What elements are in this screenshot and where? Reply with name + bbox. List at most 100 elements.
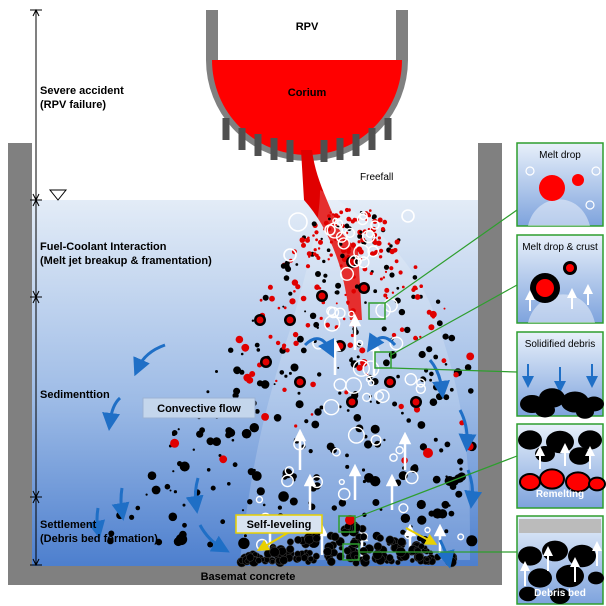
particle: [358, 249, 364, 255]
particle: [448, 334, 456, 342]
particle: [288, 291, 293, 296]
particle: [370, 251, 376, 257]
particle: [429, 371, 434, 377]
particle: [410, 525, 413, 528]
particle: [359, 347, 366, 354]
debris-particle: [269, 558, 276, 565]
particle: [278, 491, 289, 502]
debris-particle: [373, 542, 383, 551]
bubble: [347, 426, 365, 444]
particle: [171, 430, 178, 436]
phase-label-fci: Fuel-Coolant Interaction (Melt jet break…: [40, 241, 212, 267]
leader-lines: [354, 209, 518, 553]
debris-particle: [434, 553, 442, 561]
particle: [262, 503, 266, 507]
particle: [277, 306, 281, 310]
particle: [394, 248, 398, 252]
particle: [179, 461, 190, 472]
particle: [414, 294, 421, 300]
bubble: [338, 478, 345, 486]
particle: [350, 242, 356, 248]
particle: [379, 277, 383, 281]
particle: [328, 217, 331, 221]
particle: [399, 327, 405, 333]
particle: [442, 333, 449, 340]
bubble: [331, 447, 341, 457]
particle: [215, 370, 218, 373]
inset-title: Remelting: [536, 489, 584, 500]
particle: [172, 470, 175, 473]
particle: [327, 214, 331, 218]
particle: [319, 316, 323, 320]
bubble: [335, 231, 348, 243]
bubble: [345, 377, 362, 394]
particle: [412, 285, 418, 291]
particle: [145, 493, 148, 496]
particle: [282, 305, 285, 308]
particle: [273, 383, 276, 386]
particle: [329, 211, 332, 214]
particle: [459, 467, 463, 471]
particle: [346, 216, 352, 222]
particle: [116, 511, 124, 520]
particle: [311, 221, 317, 227]
particle: [241, 428, 252, 439]
debris-particle: [376, 534, 384, 542]
particle: [279, 370, 285, 375]
particle: [457, 458, 464, 465]
particle: [349, 358, 353, 363]
particle: [331, 505, 337, 511]
particle: [383, 438, 386, 442]
particle: [322, 259, 326, 264]
particle: [329, 240, 333, 244]
particle: [444, 441, 451, 448]
particle: [304, 419, 309, 424]
particle: [380, 227, 386, 232]
particle: [382, 219, 388, 225]
particle: [468, 388, 474, 394]
particle: [384, 287, 390, 293]
particle: [342, 317, 346, 321]
bubble: [255, 495, 264, 504]
bubble: [416, 378, 426, 388]
particle: [233, 387, 241, 395]
particle: [344, 207, 350, 213]
particle: [432, 475, 441, 484]
particle: [413, 265, 418, 269]
debris-particle: [286, 538, 294, 546]
particle: [310, 381, 316, 388]
particle: [396, 374, 400, 379]
particle: [294, 424, 298, 428]
particle: [444, 476, 455, 486]
particle: [383, 359, 390, 367]
pool-wall: [8, 143, 502, 585]
particle: [413, 335, 418, 341]
debris-particle: [385, 535, 395, 545]
phase-label-settlement: Settlement (Debris bed formation): [40, 519, 158, 545]
particle: [359, 230, 363, 234]
particle: [428, 324, 435, 331]
debris-particle: [386, 554, 394, 562]
svg-text:Sedimenttion: Sedimenttion: [40, 389, 110, 401]
particle: [284, 260, 290, 266]
particle: [246, 376, 254, 384]
inset-title: Debris bed: [534, 588, 586, 599]
debris-particle: [269, 547, 280, 558]
bubble: [365, 229, 374, 239]
particle: [295, 400, 304, 409]
particle: [299, 237, 306, 243]
svg-text:Fuel-Coolant Interaction: Fuel-Coolant Interaction: [40, 241, 167, 253]
bubble: [389, 336, 404, 351]
particle: [314, 230, 319, 235]
particle: [314, 408, 322, 416]
particle: [306, 251, 312, 257]
debris-particle: [312, 552, 320, 560]
particle: [353, 414, 362, 422]
particle: [267, 284, 273, 290]
particle: [448, 510, 455, 517]
rpv-label: RPV: [296, 21, 319, 33]
particle: [369, 209, 372, 212]
debris-bed: [236, 515, 458, 568]
particle: [247, 499, 253, 505]
phase-label-severe-accident: Severe accident (RPV failure): [40, 85, 124, 111]
